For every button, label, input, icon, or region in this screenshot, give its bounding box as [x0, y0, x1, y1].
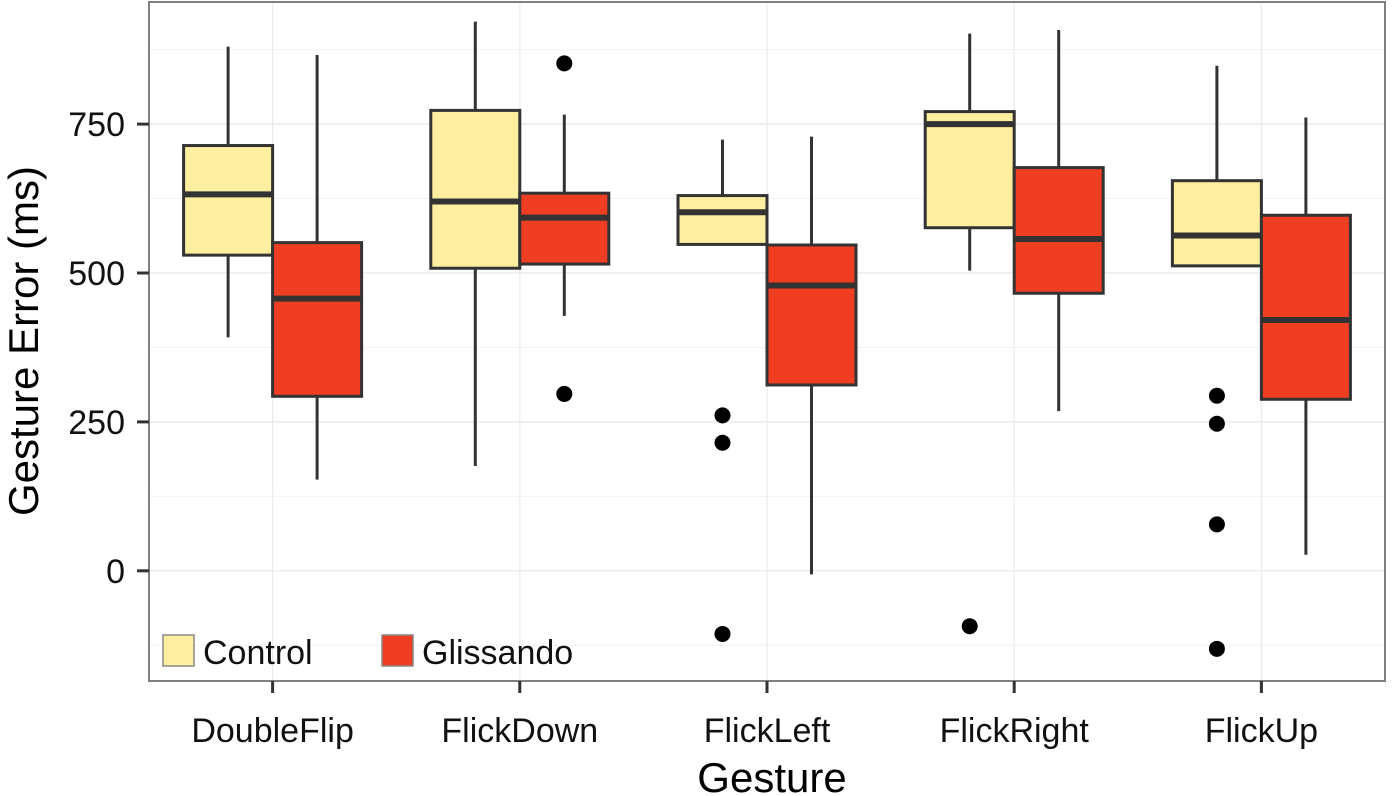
box [182, 144, 275, 257]
box-group [1012, 29, 1105, 412]
x-tick-label: DoubleFlip [191, 712, 354, 750]
box-group [1259, 117, 1352, 555]
x-axis-title: Gesture [697, 754, 846, 796]
box-group [271, 55, 364, 480]
y-axis: 0 250 500 750 [68, 106, 149, 591]
box [1170, 179, 1263, 268]
y-tick-label: 0 [106, 553, 125, 591]
legend-label: Glissando [422, 634, 573, 672]
box [923, 110, 1016, 230]
box [1259, 213, 1352, 401]
y-axis-title: Gesture Error (ms) [0, 166, 47, 516]
legend-key [381, 634, 414, 667]
outlier-point [714, 625, 731, 642]
box-group [182, 46, 275, 338]
x-tick-label: FlickLeft [704, 712, 831, 750]
outlier-point [1208, 640, 1225, 657]
box [1012, 166, 1105, 295]
box-group [518, 55, 611, 402]
outlier-point [961, 618, 978, 635]
x-tick-label: FlickUp [1205, 712, 1318, 750]
box-group [429, 21, 522, 466]
box [676, 194, 769, 246]
box-group [676, 139, 769, 642]
x-tick-label: FlickDown [441, 712, 598, 750]
y-tick-label: 250 [68, 404, 125, 442]
box [765, 243, 858, 387]
outlier-point [714, 434, 731, 451]
outlier-point [556, 385, 573, 402]
box-group [1170, 65, 1263, 657]
legend-key [162, 634, 195, 667]
y-tick-label: 750 [68, 106, 125, 144]
boxes [182, 21, 1352, 657]
outlier-point [1208, 415, 1225, 432]
legend-label: Control [203, 634, 313, 672]
y-tick-label: 500 [68, 255, 125, 293]
box [429, 108, 522, 270]
outlier-point [1208, 516, 1225, 533]
legend: Control Glissando [162, 634, 573, 672]
outlier-point [556, 55, 573, 72]
x-axis: DoubleFlip FlickDown FlickLeft FlickRight Fl… [191, 681, 1318, 750]
outlier-point [1208, 387, 1225, 404]
x-tick-label: FlickRight [940, 712, 1090, 750]
outlier-point [714, 407, 731, 424]
box-group [765, 136, 858, 575]
box [271, 241, 364, 398]
box [518, 191, 611, 266]
box-group [923, 33, 1016, 635]
